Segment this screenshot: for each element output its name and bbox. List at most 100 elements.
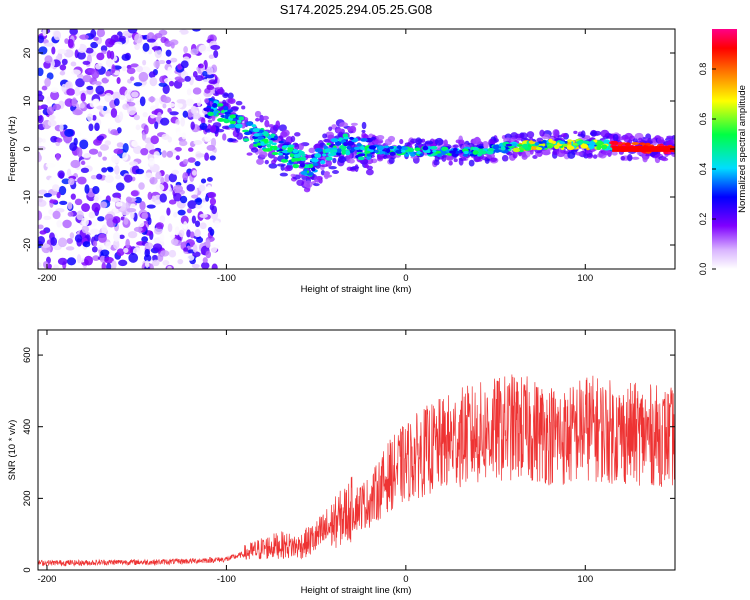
heatmap-cell — [169, 234, 176, 239]
colorbar-tick-label: 0.8 — [698, 63, 708, 76]
heatmap-cell — [160, 117, 170, 126]
heatmap-cell — [159, 215, 166, 223]
heatmap-cell — [312, 162, 318, 166]
heatmap-cell — [292, 148, 299, 154]
heatmap-cell — [57, 49, 67, 55]
heatmap-cell — [131, 140, 139, 148]
heatmap-cell — [234, 123, 243, 129]
heatmap-cell — [42, 29, 48, 37]
heatmap-cell — [121, 45, 126, 51]
heatmap-cell — [38, 261, 42, 268]
heatmap-cell — [287, 146, 294, 151]
heatmap-cell — [190, 121, 195, 130]
top-ytick-label: -10 — [22, 190, 33, 204]
heatmap-cell — [194, 220, 201, 228]
heatmap-cell — [38, 67, 44, 77]
heatmap-cell — [154, 33, 163, 39]
top-xtick-label: 0 — [403, 273, 408, 284]
heatmap-cell — [57, 237, 68, 248]
heatmap-cell — [395, 149, 403, 154]
heatmap-cell — [208, 97, 215, 102]
heatmap-cell — [41, 85, 48, 91]
heatmap-cell — [278, 152, 283, 156]
heatmap-cell — [207, 119, 213, 123]
heatmap-cell — [102, 105, 108, 112]
heatmap-cell — [275, 120, 281, 129]
heatmap-cell — [600, 129, 610, 138]
heatmap-cell — [82, 241, 91, 248]
heatmap-cell — [451, 152, 459, 157]
heatmap-cell — [256, 136, 265, 140]
heatmap-cell — [66, 237, 74, 245]
heatmap-cell — [207, 111, 214, 116]
heatmap-cell — [268, 163, 278, 169]
heatmap-cell — [74, 234, 83, 243]
heatmap-cell — [86, 113, 93, 122]
heatmap-cell — [105, 241, 112, 250]
heatmap-cell — [151, 259, 160, 267]
heatmap-cell — [313, 183, 320, 187]
colorbar-ticks: 0.0 0.2 0.4 0.6 0.8 — [698, 63, 716, 275]
heatmap-cell — [118, 259, 128, 267]
heatmap-cell — [114, 165, 120, 175]
heatmap-cell — [374, 149, 379, 154]
heatmap-cell — [142, 112, 148, 118]
heatmap-cell — [76, 210, 84, 221]
heatmap-cell — [76, 131, 82, 137]
heatmap-cell — [262, 115, 269, 121]
heatmap-cell — [207, 226, 213, 233]
heatmap-cell — [199, 122, 208, 131]
heatmap-cell — [127, 231, 138, 239]
heatmap-cell — [227, 137, 234, 143]
heatmap-cell — [300, 171, 308, 175]
heatmap-cell — [259, 129, 264, 133]
heatmap-cell — [350, 122, 358, 126]
heatmap-cell — [64, 98, 74, 107]
heatmap-cell — [227, 97, 236, 104]
heatmap-cell — [631, 156, 640, 160]
heatmap-cell — [180, 60, 189, 69]
heatmap-cell — [192, 29, 201, 32]
heatmap-cell — [67, 38, 74, 48]
heatmap-cell — [56, 137, 63, 143]
heatmap-cell — [44, 77, 51, 88]
heatmap-cell — [69, 142, 78, 152]
heatmap-cell — [624, 142, 631, 147]
heatmap-cell — [217, 117, 225, 122]
heatmap-cell — [111, 260, 117, 269]
heatmap-cell — [165, 59, 172, 65]
heatmap-cell — [38, 105, 44, 110]
heatmap-cell — [154, 199, 160, 205]
heatmap-cell — [177, 259, 184, 265]
heatmap-cell — [112, 216, 121, 224]
heatmap-cell — [113, 98, 120, 106]
heatmap-cell — [148, 263, 154, 269]
heatmap-cell — [212, 110, 220, 114]
heatmap-cell — [642, 156, 648, 163]
heatmap-cell — [506, 151, 513, 156]
heatmap-cell — [57, 170, 65, 179]
heatmap-cell — [441, 155, 447, 162]
heatmap-cell — [52, 184, 60, 192]
heatmap-cell — [101, 224, 108, 235]
heatmap-cell — [88, 211, 96, 219]
heatmap-cell — [407, 147, 415, 153]
heatmap-cell — [314, 148, 323, 152]
heatmap-cell — [161, 150, 167, 158]
heatmap-cell — [67, 201, 73, 210]
heatmap-cell — [175, 31, 182, 38]
heatmap-cell — [455, 139, 461, 144]
heatmap-cell — [404, 153, 410, 157]
heatmap-cell — [348, 136, 355, 140]
heatmap-cell — [202, 70, 208, 77]
heatmap-cell — [281, 129, 290, 137]
heatmap-cell — [176, 98, 186, 104]
heatmap-cell — [343, 141, 349, 147]
heatmap-cell — [39, 230, 47, 235]
heatmap-cell — [97, 233, 107, 243]
heatmap-cell — [81, 203, 91, 212]
heatmap-cell — [66, 88, 76, 96]
heatmap-cell — [88, 123, 94, 132]
bottom-y-axis-label: SNR (10 * v/v) — [7, 420, 18, 481]
